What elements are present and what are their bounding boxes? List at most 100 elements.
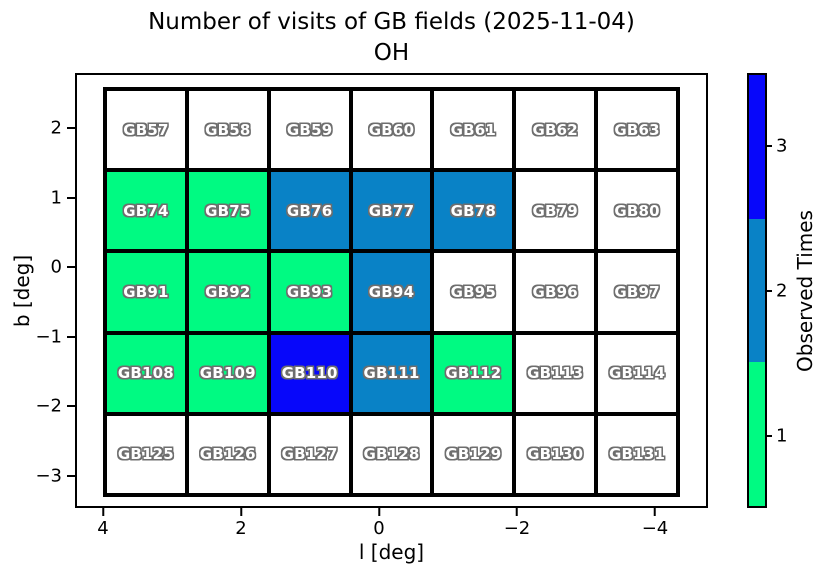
y-tick-label: 0: [50, 256, 62, 278]
colorbar-tick-mark: [767, 144, 772, 147]
y-tick-mark: [67, 266, 75, 268]
field-cell: GB125: [105, 413, 187, 495]
x-tick-label: 2: [235, 518, 247, 539]
field-cell: GB93: [268, 251, 351, 333]
colorbar-segment: [749, 362, 765, 507]
field-cell: GB128: [350, 413, 433, 495]
field-cell: GB111: [350, 332, 433, 414]
field-cell-label: GB92: [205, 282, 251, 301]
colorbar-tick-label: 3: [776, 135, 788, 156]
y-tick-label: 2: [50, 117, 62, 139]
field-cell-label: GB94: [368, 282, 415, 301]
colorbar-tick-mark: [767, 434, 772, 437]
field-cell-label: GB76: [286, 201, 333, 220]
field-cell: GB129: [432, 413, 515, 495]
field-cell-label: GB130: [527, 445, 584, 464]
x-tick: −4: [641, 508, 669, 539]
field-cell-label: GB95: [450, 282, 497, 301]
field-cell-label: GB80: [614, 201, 660, 220]
field-cell-label: GB128: [363, 445, 420, 464]
y-tick-label: −3: [35, 465, 62, 486]
field-cell: GB96: [514, 251, 597, 333]
x-tick-mark: [515, 508, 518, 516]
y-tick-label: −1: [35, 326, 62, 347]
field-cell: GB94: [350, 251, 433, 333]
field-cell-label: GB63: [614, 120, 660, 139]
x-tick-mark: [101, 508, 104, 516]
field-cell: GB77: [350, 170, 433, 252]
field-cell-label: GB114: [609, 364, 666, 383]
chart-title-line2: OH: [373, 40, 410, 66]
field-cell-label: GB91: [123, 282, 169, 301]
colorbar-segment: [749, 75, 765, 219]
field-cell-label: GB78: [450, 201, 497, 220]
field-cell-label: GB57: [123, 120, 169, 139]
x-axis-label: l [deg]: [358, 540, 425, 564]
field-cell-label: GB112: [445, 364, 502, 383]
x-tick: 4: [97, 508, 109, 539]
field-cell: GB62: [514, 89, 597, 171]
field-cell: GB95: [432, 251, 515, 333]
field-cell-label: GB60: [368, 120, 415, 139]
x-tick: 0: [373, 508, 385, 539]
field-cell: GB108: [105, 332, 187, 414]
field-cell-label: GB109: [199, 364, 256, 383]
field-cell: GB92: [186, 251, 269, 333]
field-grid: GB57 GB58 GB59 GB60 GB61 GB62 GB63 GB74 GB75 GB76…: [103, 87, 680, 497]
field-cell: GB112: [432, 332, 515, 414]
field-cell: GB63: [596, 89, 678, 171]
field-cell-label: GB110: [281, 364, 338, 383]
field-cell: GB127: [268, 413, 351, 495]
colorbar: [747, 73, 767, 508]
field-cell-label: GB77: [368, 201, 415, 220]
colorbar-tick-label: 1: [776, 425, 788, 446]
field-cell: GB113: [514, 332, 597, 414]
field-cell-label: GB93: [286, 282, 333, 301]
field-cell-label: GB97: [614, 282, 660, 301]
y-tick-label: −2: [35, 395, 62, 417]
y-axis-label: b [deg]: [10, 254, 34, 327]
colorbar-tick-mark: [767, 289, 772, 292]
field-cell-label: GB59: [286, 120, 333, 139]
x-tick-mark: [239, 508, 242, 516]
colorbar-label-area: Observed Times: [788, 73, 822, 508]
y-tick-mark: [67, 196, 75, 199]
x-tick: −2: [503, 508, 531, 539]
field-cell: GB110: [268, 332, 351, 414]
x-tick-label: −4: [641, 518, 669, 539]
x-tick-label: 4: [97, 518, 109, 539]
field-cell: GB74: [105, 170, 187, 252]
field-cell-label: GB61: [450, 120, 497, 139]
field-cell-label: GB96: [532, 282, 578, 301]
field-cell: GB131: [596, 413, 678, 495]
field-cell-label: GB74: [123, 201, 169, 220]
x-tick-mark: [653, 508, 656, 516]
field-cell-label: GB126: [199, 445, 256, 464]
chart-title: Number of visits of GB fields (2025-11-0…: [75, 7, 708, 69]
y-tick-mark: [67, 335, 75, 338]
field-cell-label: GB111: [363, 364, 420, 383]
field-cell-label: GB125: [117, 445, 174, 464]
field-cell: GB114: [596, 332, 678, 414]
field-cell: GB59: [268, 89, 351, 171]
field-cell-label: GB62: [532, 120, 578, 139]
colorbar-label: Observed Times: [793, 209, 817, 372]
field-cell: GB97: [596, 251, 678, 333]
field-cell-label: GB113: [527, 364, 584, 383]
field-cell-label: GB108: [117, 364, 174, 383]
chart-title-line1: Number of visits of GB fields (2025-11-0…: [148, 9, 635, 35]
x-tick-label: −2: [503, 518, 531, 539]
field-cell-label: GB58: [205, 120, 251, 139]
x-tick-label: 0: [373, 518, 385, 539]
field-cell: GB78: [432, 170, 515, 252]
x-tick-mark: [377, 508, 380, 516]
field-cell: GB91: [105, 251, 187, 333]
field-cell: GB126: [186, 413, 269, 495]
y-tick-mark: [67, 405, 75, 407]
field-cell: GB58: [186, 89, 269, 171]
field-cell-label: GB129: [445, 445, 502, 464]
plot-area: GB57 GB58 GB59 GB60 GB61 GB62 GB63 GB74 GB75 GB76…: [75, 73, 708, 508]
y-axis-label-area: b [deg]: [2, 73, 42, 508]
field-cell: GB130: [514, 413, 597, 495]
